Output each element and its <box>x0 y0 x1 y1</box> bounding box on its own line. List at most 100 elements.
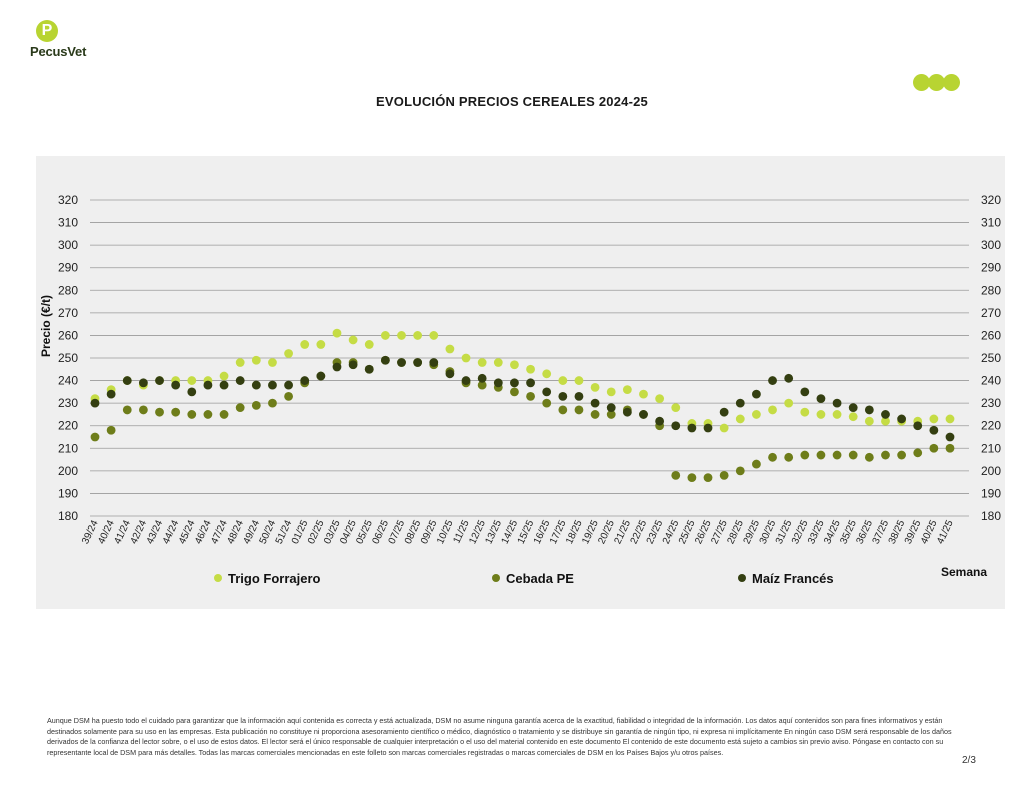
data-point-trigo-forrajero <box>219 371 229 381</box>
data-point-trigo-forrajero <box>187 376 197 385</box>
data-point-trigo-forrajero <box>832 410 842 419</box>
data-point-ma-z-franc-s <box>284 380 293 390</box>
data-point-ma-z-franc-s <box>590 398 600 408</box>
data-point-ma-z-franc-s <box>864 405 874 415</box>
data-point-cebada-pe <box>558 405 568 415</box>
data-point-cebada-pe <box>106 425 116 435</box>
data-point-ma-z-franc-s <box>90 398 100 408</box>
data-point-trigo-forrajero <box>348 335 358 345</box>
data-point-trigo-forrajero <box>752 410 761 419</box>
data-point-cebada-pe <box>703 473 713 483</box>
data-point-cebada-pe <box>606 410 616 419</box>
data-point-trigo-forrajero <box>929 414 939 424</box>
brand-name: PecusVet <box>30 44 87 59</box>
y-tick-label-left: 180 <box>58 509 78 523</box>
decorative-dots <box>913 74 963 92</box>
y-tick-label-left: 280 <box>58 283 78 297</box>
data-point-ma-z-franc-s <box>493 378 503 388</box>
data-point-cebada-pe <box>187 410 197 419</box>
data-point-ma-z-franc-s <box>187 387 197 397</box>
y-tick-label-left: 260 <box>58 328 78 342</box>
data-point-trigo-forrajero <box>445 344 455 354</box>
decor-dot-1 <box>913 74 930 91</box>
data-point-ma-z-franc-s <box>542 387 552 397</box>
data-point-trigo-forrajero <box>719 423 729 433</box>
data-point-ma-z-franc-s <box>719 407 729 417</box>
data-point-ma-z-franc-s <box>703 423 713 433</box>
data-point-ma-z-franc-s <box>913 421 923 431</box>
y-tick-label-right: 180 <box>981 509 1001 523</box>
data-point-trigo-forrajero <box>606 387 616 397</box>
y-tick-label-left: 290 <box>58 261 78 275</box>
data-point-trigo-forrajero <box>881 416 890 426</box>
data-point-ma-z-franc-s <box>816 394 826 404</box>
data-point-cebada-pe <box>203 410 213 419</box>
data-point-ma-z-franc-s <box>316 371 326 381</box>
data-point-cebada-pe <box>768 452 777 462</box>
data-point-cebada-pe <box>122 405 132 415</box>
y-tick-label-right: 240 <box>981 374 1001 388</box>
footer-disclaimer: Aunque DSM ha puesto todo el cuidado par… <box>47 716 952 757</box>
y-tick-label-right: 300 <box>981 238 1001 252</box>
y-tick-label-left: 190 <box>58 486 78 500</box>
data-point-trigo-forrajero <box>300 340 310 349</box>
data-point-ma-z-franc-s <box>429 358 439 367</box>
data-point-ma-z-franc-s <box>881 410 890 419</box>
data-point-ma-z-franc-s <box>687 423 697 433</box>
y-tick-label-left: 220 <box>58 419 78 433</box>
data-point-ma-z-franc-s <box>332 362 342 372</box>
y-tick-label-right: 200 <box>981 464 1001 478</box>
y-tick-label-left: 230 <box>58 396 78 410</box>
data-point-ma-z-franc-s <box>251 380 261 390</box>
data-point-cebada-pe <box>945 443 955 453</box>
legend-marker <box>492 574 500 582</box>
legend-marker <box>738 574 746 582</box>
data-point-trigo-forrajero <box>251 355 261 365</box>
x-tick-label: 41/25 <box>935 518 956 546</box>
data-point-ma-z-franc-s <box>574 391 584 401</box>
y-tick-label-left: 320 <box>58 193 78 207</box>
chart-title: EVOLUCIÓN PRECIOS CEREALES 2024-25 <box>376 94 648 109</box>
data-point-ma-z-franc-s <box>622 407 632 417</box>
data-point-ma-z-franc-s <box>639 410 648 419</box>
brand-mark-letter: P <box>41 22 53 39</box>
data-point-trigo-forrajero <box>639 389 648 399</box>
data-point-ma-z-franc-s <box>848 403 858 413</box>
data-point-ma-z-franc-s <box>800 387 810 397</box>
data-point-ma-z-franc-s <box>413 358 423 367</box>
data-point-trigo-forrajero <box>461 353 471 363</box>
data-point-trigo-forrajero <box>364 340 374 349</box>
y-tick-label-right: 220 <box>981 419 1001 433</box>
data-point-ma-z-franc-s <box>929 425 939 435</box>
data-point-ma-z-franc-s <box>945 432 955 442</box>
data-point-ma-z-franc-s <box>122 376 132 385</box>
data-point-ma-z-franc-s <box>219 380 229 390</box>
data-point-cebada-pe <box>881 450 890 460</box>
data-point-trigo-forrajero <box>268 358 277 367</box>
data-point-cebada-pe <box>816 450 826 460</box>
y-tick-label-left: 300 <box>58 238 78 252</box>
data-point-ma-z-franc-s <box>558 391 568 401</box>
data-point-trigo-forrajero <box>510 360 519 370</box>
y-tick-label-left: 200 <box>58 464 78 478</box>
data-point-trigo-forrajero <box>816 410 826 419</box>
data-point-trigo-forrajero <box>735 414 745 424</box>
data-point-cebada-pe <box>251 401 261 410</box>
y-tick-label-left: 270 <box>58 306 78 320</box>
data-point-ma-z-franc-s <box>832 398 842 408</box>
data-point-trigo-forrajero <box>784 398 794 408</box>
data-point-trigo-forrajero <box>848 412 858 422</box>
data-point-trigo-forrajero <box>768 405 777 415</box>
y-tick-label-right: 230 <box>981 396 1001 410</box>
y-tick-label-left: 240 <box>58 374 78 388</box>
data-point-cebada-pe <box>913 448 923 458</box>
page-number: 2/3 <box>962 755 976 766</box>
data-point-ma-z-franc-s <box>477 373 487 383</box>
data-point-cebada-pe <box>284 391 293 401</box>
data-point-trigo-forrajero <box>397 331 406 340</box>
data-point-trigo-forrajero <box>590 382 600 392</box>
data-point-cebada-pe <box>671 470 681 480</box>
data-point-cebada-pe <box>235 403 245 413</box>
y-tick-label-right: 320 <box>981 193 1001 207</box>
y-tick-label-right: 210 <box>981 441 1001 455</box>
